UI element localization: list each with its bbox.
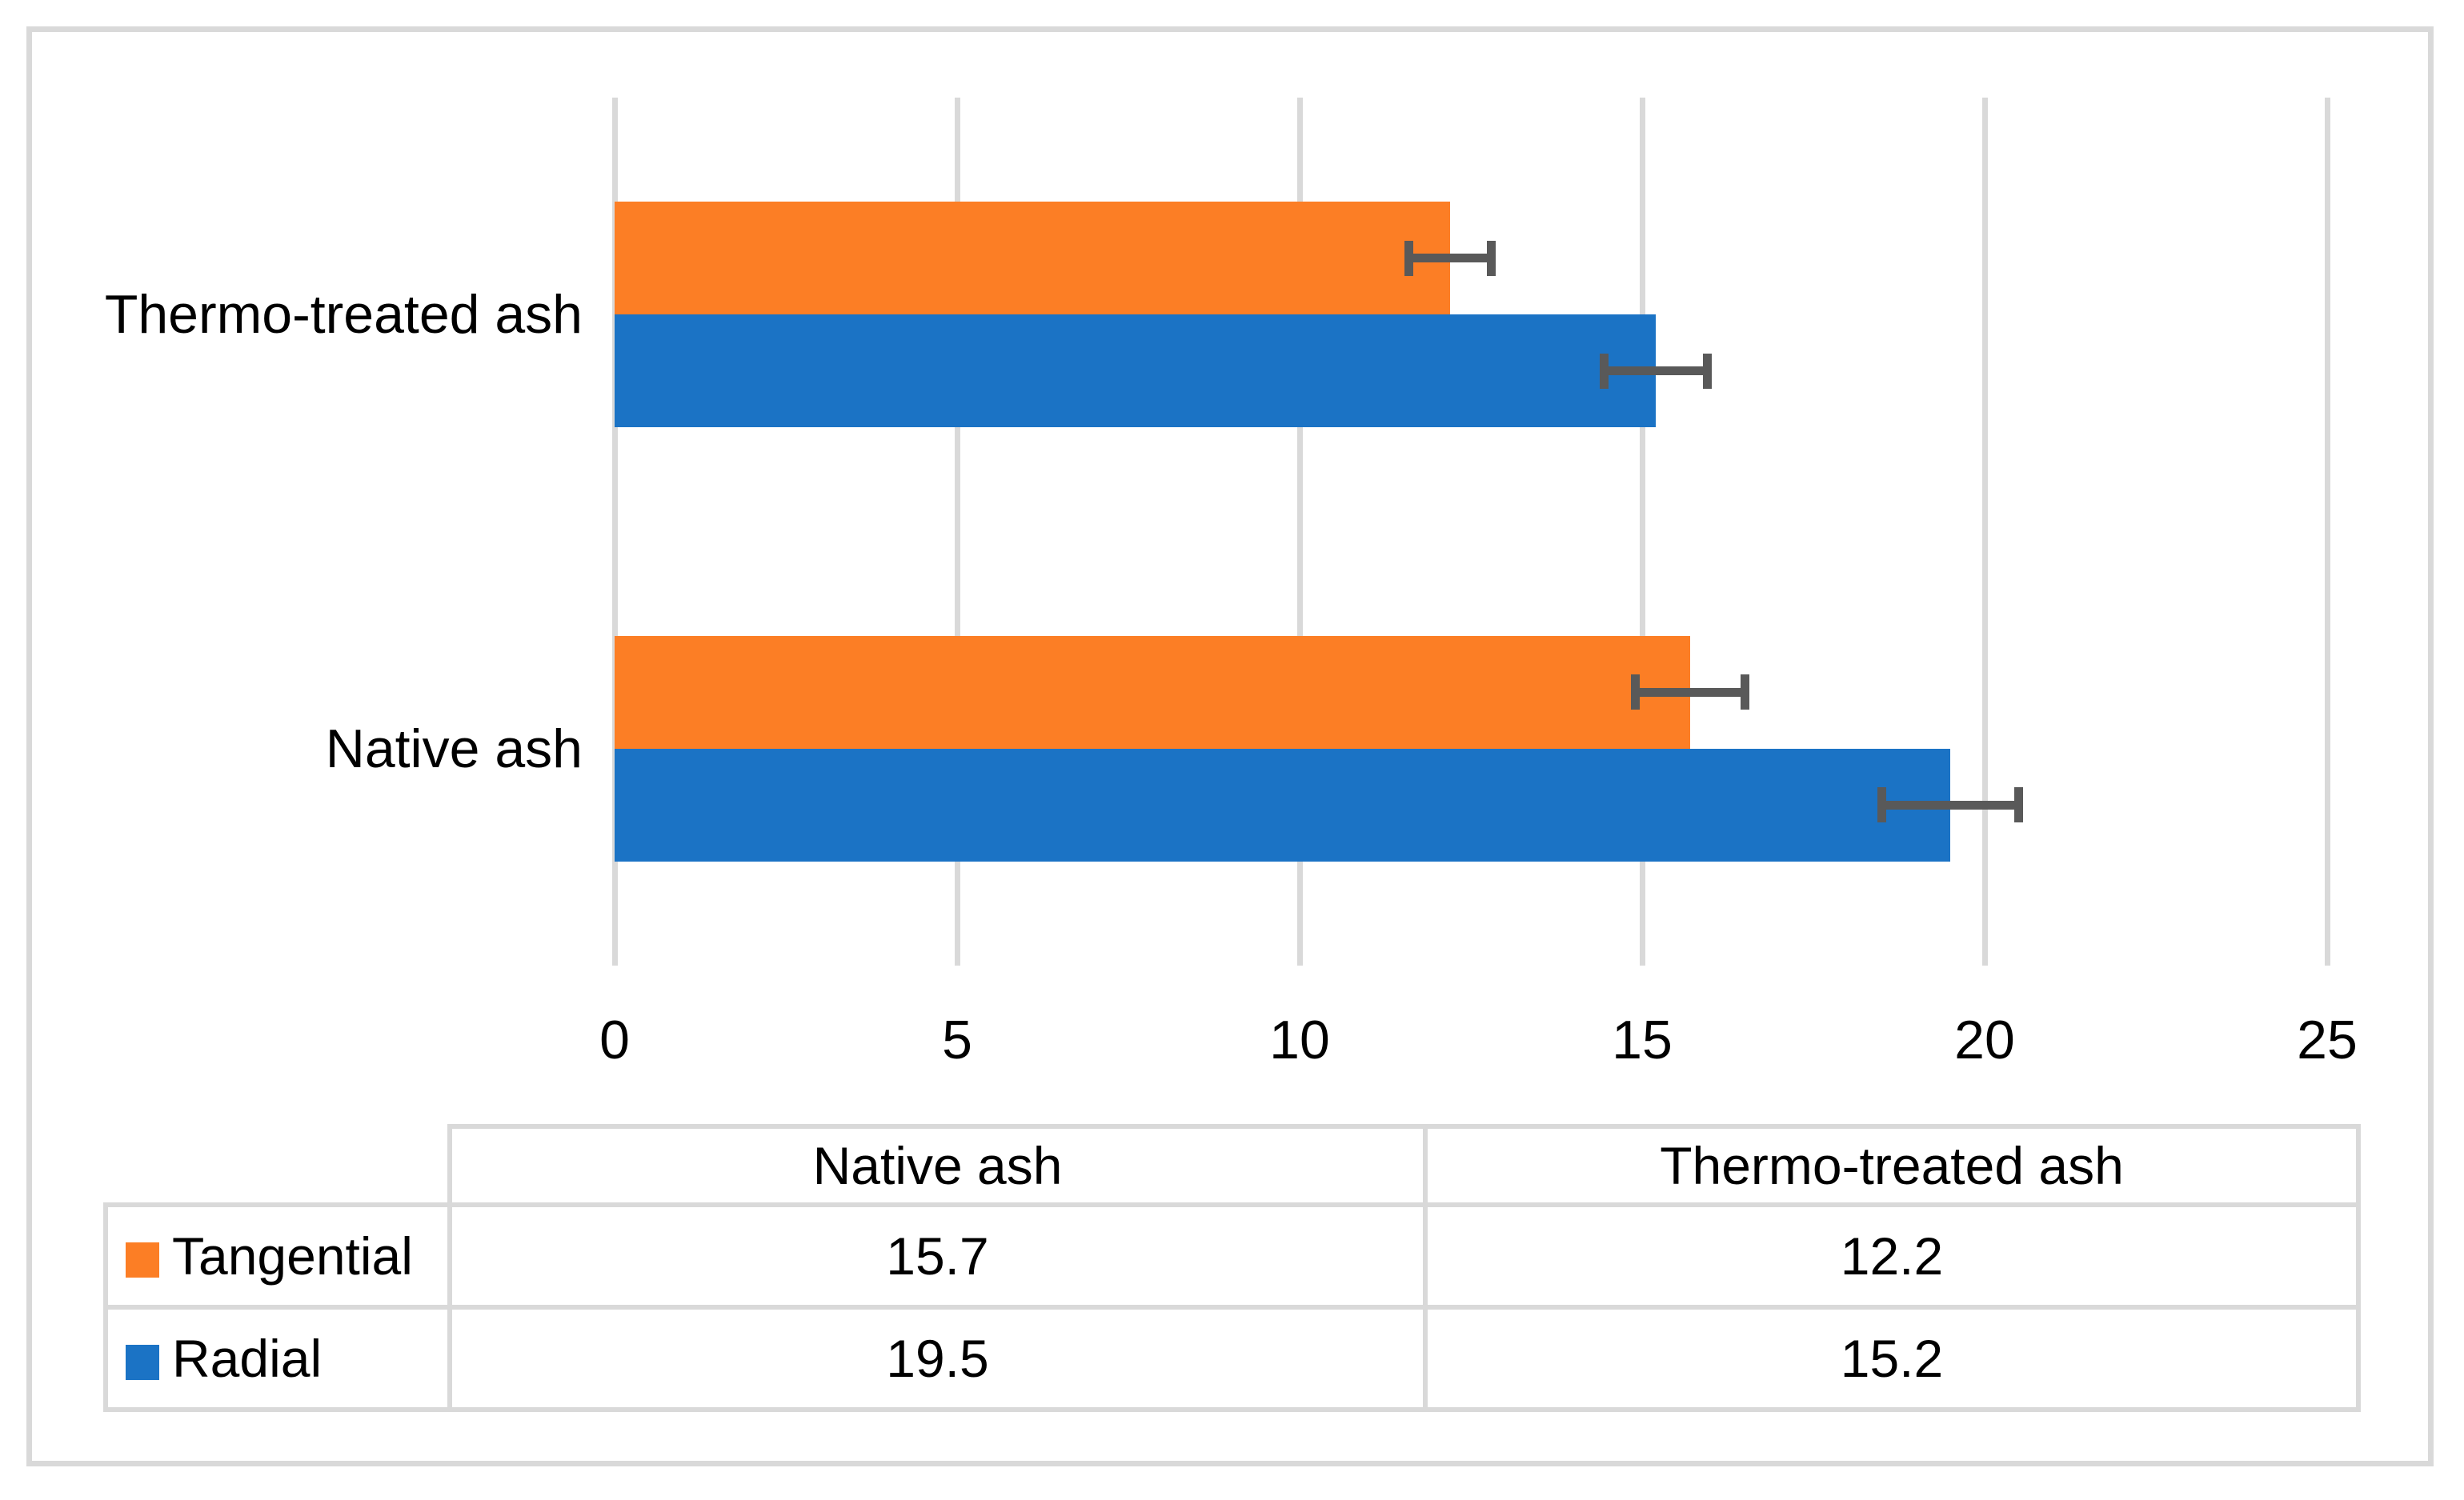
bar-radial-native-ash — [615, 748, 1951, 862]
x-axis-tick-label: 20 — [1954, 1010, 2015, 1070]
error-bar-cap — [1877, 787, 1887, 823]
legend-swatch-tangential — [126, 1242, 159, 1278]
series-label-tangential: Tangential — [172, 1226, 413, 1286]
x-axis-tick-label: 10 — [1269, 1010, 1330, 1070]
legend-swatch-radial — [126, 1345, 159, 1380]
table-header-row: Native ash Thermo-treated ash — [106, 1124, 2361, 1207]
error-bar-cap — [1702, 353, 1712, 389]
error-bar-cap — [1487, 240, 1496, 276]
bar-radial-thermo-treated-ash — [615, 314, 1657, 428]
table-value-tangential-native: 15.7 — [447, 1202, 1428, 1310]
category-label-thermo-treated-ash: Thermo-treated ash — [104, 284, 583, 345]
gridline — [954, 98, 960, 966]
table-corner-cell — [106, 1126, 450, 1205]
error-bar-cap — [1630, 674, 1640, 710]
gridline — [2324, 98, 2330, 966]
x-axis-tick-label: 0 — [599, 1010, 630, 1070]
error-bar-cap — [1740, 674, 1749, 710]
legend-cell-radial: Radial — [103, 1305, 452, 1412]
x-axis-tick-label: 5 — [942, 1010, 972, 1070]
chart-figure: 0 5 10 15 20 25 Thermo-treated ash Nativ… — [26, 26, 2434, 1466]
table-row-radial: Radial 19.5 15.2 — [103, 1305, 2361, 1412]
category-label-native-ash: Native ash — [325, 718, 583, 779]
chart-data-table: Native ash Thermo-treated ash Tangential… — [103, 1124, 2361, 1412]
table-row-tangential: Tangential 15.7 12.2 — [103, 1202, 2361, 1310]
table-value-radial-native: 19.5 — [447, 1305, 1428, 1412]
error-bar-tangential-thermo-treated-ash — [1408, 254, 1492, 263]
error-bar-radial-thermo-treated-ash — [1604, 366, 1708, 376]
gridline — [611, 98, 618, 966]
error-bar-tangential-native-ash — [1635, 687, 1745, 697]
table-header-native-ash: Native ash — [447, 1124, 1428, 1207]
table-value-radial-thermo: 15.2 — [1423, 1305, 2361, 1412]
series-label-radial: Radial — [172, 1329, 323, 1388]
x-axis-tick-label: 25 — [2297, 1010, 2358, 1070]
gridline — [1639, 98, 1645, 966]
bar-tangential-thermo-treated-ash — [615, 202, 1451, 315]
table-header-thermo-treated-ash: Thermo-treated ash — [1423, 1124, 2361, 1207]
error-bar-cap — [2014, 787, 2024, 823]
gridline — [1296, 98, 1303, 966]
gridline — [1981, 98, 1988, 966]
error-bar-radial-native-ash — [1881, 800, 2019, 810]
plot-area: 0 5 10 15 20 25 — [599, 98, 2358, 1070]
table-value-tangential-thermo: 12.2 — [1423, 1202, 2361, 1310]
error-bar-cap — [1404, 240, 1414, 276]
legend-cell-tangential: Tangential — [103, 1202, 452, 1310]
bar-tangential-native-ash — [615, 635, 1690, 749]
x-axis-tick-label: 15 — [1612, 1010, 1673, 1070]
error-bar-cap — [1600, 353, 1609, 389]
